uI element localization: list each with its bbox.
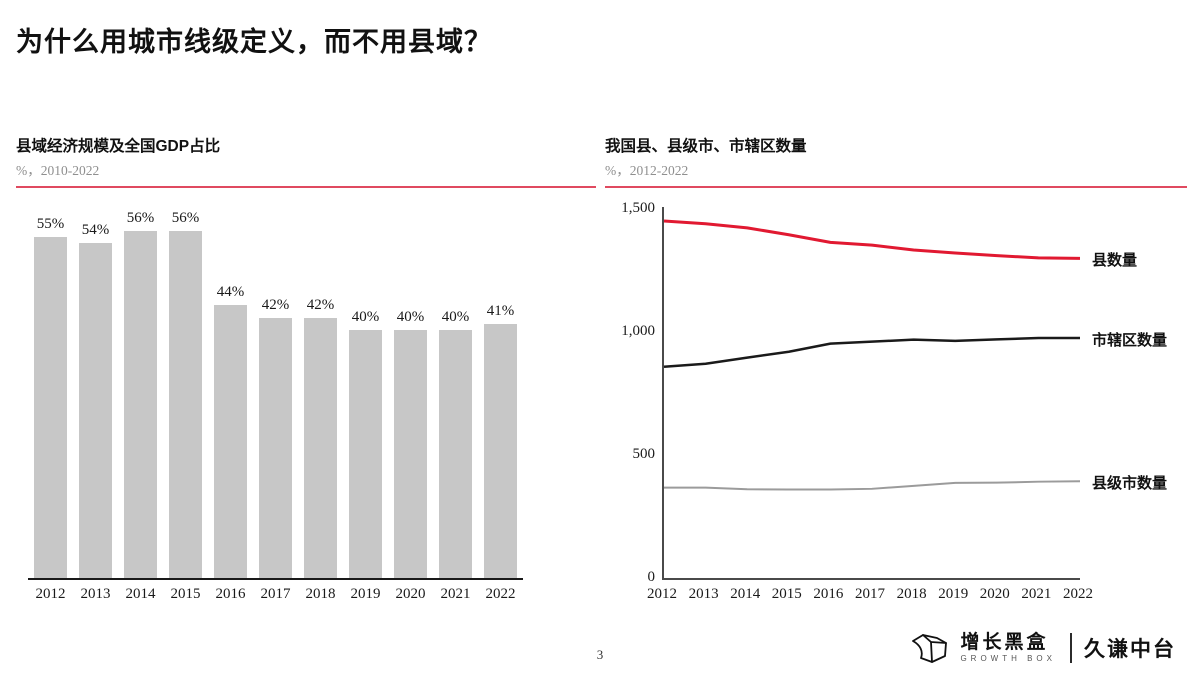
line-chart-xtick-label: 2017 xyxy=(855,586,885,602)
left-chart-subtitle: %，2010-2022 xyxy=(16,163,100,178)
bar xyxy=(169,230,202,578)
brand-text: 增长黑盒 GROWTH BOX xyxy=(960,631,1056,664)
brand-name-cn: 增长黑盒 xyxy=(960,631,1049,653)
page-number: 3 xyxy=(596,647,604,662)
line-chart-ytick-label: 500 xyxy=(632,446,656,463)
line-chart-xtick-label: 2018 xyxy=(896,586,927,602)
bar-value-label: 41% xyxy=(486,302,515,319)
line-chart-xtick-label: 2019 xyxy=(938,586,969,602)
line-chart-ytick-label: 0 xyxy=(647,569,656,585)
bar-xtick-label: 2014 xyxy=(125,586,156,602)
line-chart-xtick-label: 2020 xyxy=(979,586,1010,602)
line-chart-xtick-label: 2014 xyxy=(730,586,761,602)
right-chart-subtitle: %，2012-2022 xyxy=(605,163,689,178)
bar xyxy=(34,237,67,578)
footer-logo: 增长黑盒 GROWTH BOX 久谦中台 xyxy=(910,630,1176,666)
series-line-0 xyxy=(663,219,1081,260)
bar xyxy=(349,330,382,578)
bar xyxy=(214,305,247,578)
bar-value-label: 56% xyxy=(126,209,155,226)
bar-xtick-label: 2022 xyxy=(485,586,516,602)
series-end-label: 县数量 xyxy=(1092,252,1138,270)
right-chart-header: 我国县、县级市、市辖区数量 %，2012-2022 xyxy=(605,134,1187,188)
bar xyxy=(394,330,427,578)
series-end-label: 县级市数量 xyxy=(1092,475,1168,493)
bar-column: 42% xyxy=(253,297,298,578)
bar-chart-columns: 55% 54% 56% 56% 44% 42% 42% 40% 40% 40% 41% xyxy=(28,205,523,580)
line-chart-xtick-label: 2015 xyxy=(771,586,802,602)
bar-value-label: 56% xyxy=(171,209,200,226)
right-chart-title: 我国县、县级市、市辖区数量 xyxy=(605,138,807,155)
bar xyxy=(79,243,112,578)
bar-column: 40% xyxy=(388,309,433,578)
bar-xtick-label: 2019 xyxy=(350,586,381,602)
series-line-1 xyxy=(663,336,1080,368)
brand-name-en: GROWTH BOX xyxy=(960,654,1056,664)
partner-name: 久谦中台 xyxy=(1084,638,1176,661)
left-chart-header: 县域经济规模及全国GDP占比 %，2010-2022 xyxy=(16,134,596,188)
bar xyxy=(304,317,337,578)
bar-xtick-label: 2015 xyxy=(170,586,201,602)
bar-column: 55% xyxy=(28,216,73,578)
bar-value-label: 40% xyxy=(396,309,425,325)
bar-column: 44% xyxy=(208,284,253,578)
bar-value-label: 42% xyxy=(306,296,335,313)
bar xyxy=(439,330,472,578)
bar-value-label: 55% xyxy=(36,216,65,232)
bar-column: 56% xyxy=(163,210,208,578)
bar xyxy=(259,317,292,578)
bar-xtick-label: 2016 xyxy=(215,586,246,602)
bar-xtick-label: 2018 xyxy=(305,586,336,602)
line-chart-ytick-label: 1,500 xyxy=(621,200,655,217)
line-chart-xtick-label: 2021 xyxy=(1021,586,1052,602)
bar-column: 40% xyxy=(433,309,478,578)
bar-xtick-label: 2013 xyxy=(80,586,111,602)
bar-column: 56% xyxy=(118,210,163,578)
line-chart-xtick-label: 2012 xyxy=(647,586,677,602)
bar-chart-gdp-share: 55% 54% 56% 56% 44% 42% 42% 40% 40% 40% 41% 2012 20… xyxy=(28,205,523,603)
bar-value-label: 54% xyxy=(81,222,110,239)
bar-value-label: 40% xyxy=(351,309,380,325)
bar-column: 54% xyxy=(73,222,118,578)
bar xyxy=(124,230,157,578)
bar-column: 41% xyxy=(478,303,523,578)
line-chart-plot xyxy=(662,207,1081,580)
line-chart-svg xyxy=(663,219,1081,491)
bar-chart-xlabels: 2012 2013 2014 2015 2016 2017 2018 2019 2020 2021… xyxy=(28,586,523,603)
line-chart-xtick-label: 2022 xyxy=(1063,586,1093,602)
bar-column: 42% xyxy=(298,297,343,578)
series-line-2 xyxy=(664,480,1081,491)
bar-value-label: 40% xyxy=(441,309,470,325)
bar-column: 40% xyxy=(343,309,388,578)
bar-xtick-label: 2020 xyxy=(395,586,426,602)
bar-xtick-label: 2012 xyxy=(35,586,66,602)
footer-divider xyxy=(1070,633,1072,663)
line-chart-ytick-label: 1,000 xyxy=(621,323,655,340)
line-chart-county-counts: 县数量市辖区数量县级市数量 1,500 1,000 500 0 2012 2013 2014 2… xyxy=(605,200,1200,622)
left-chart-title: 县域经济规模及全国GDP占比 xyxy=(16,138,221,155)
bar-value-label: 44% xyxy=(216,284,245,301)
bar-value-label: 42% xyxy=(261,296,290,313)
line-chart-xtick-label: 2016 xyxy=(813,586,844,602)
line-chart-xtick-label: 2013 xyxy=(688,586,719,602)
growthbox-logo-icon xyxy=(912,634,948,663)
page-title: 为什么用城市线级定义，而不用县域？ xyxy=(16,27,492,57)
bar xyxy=(484,323,517,578)
bar-xtick-label: 2021 xyxy=(440,586,471,602)
series-end-label: 市辖区数量 xyxy=(1092,331,1168,349)
bar-xtick-label: 2017 xyxy=(260,586,291,602)
